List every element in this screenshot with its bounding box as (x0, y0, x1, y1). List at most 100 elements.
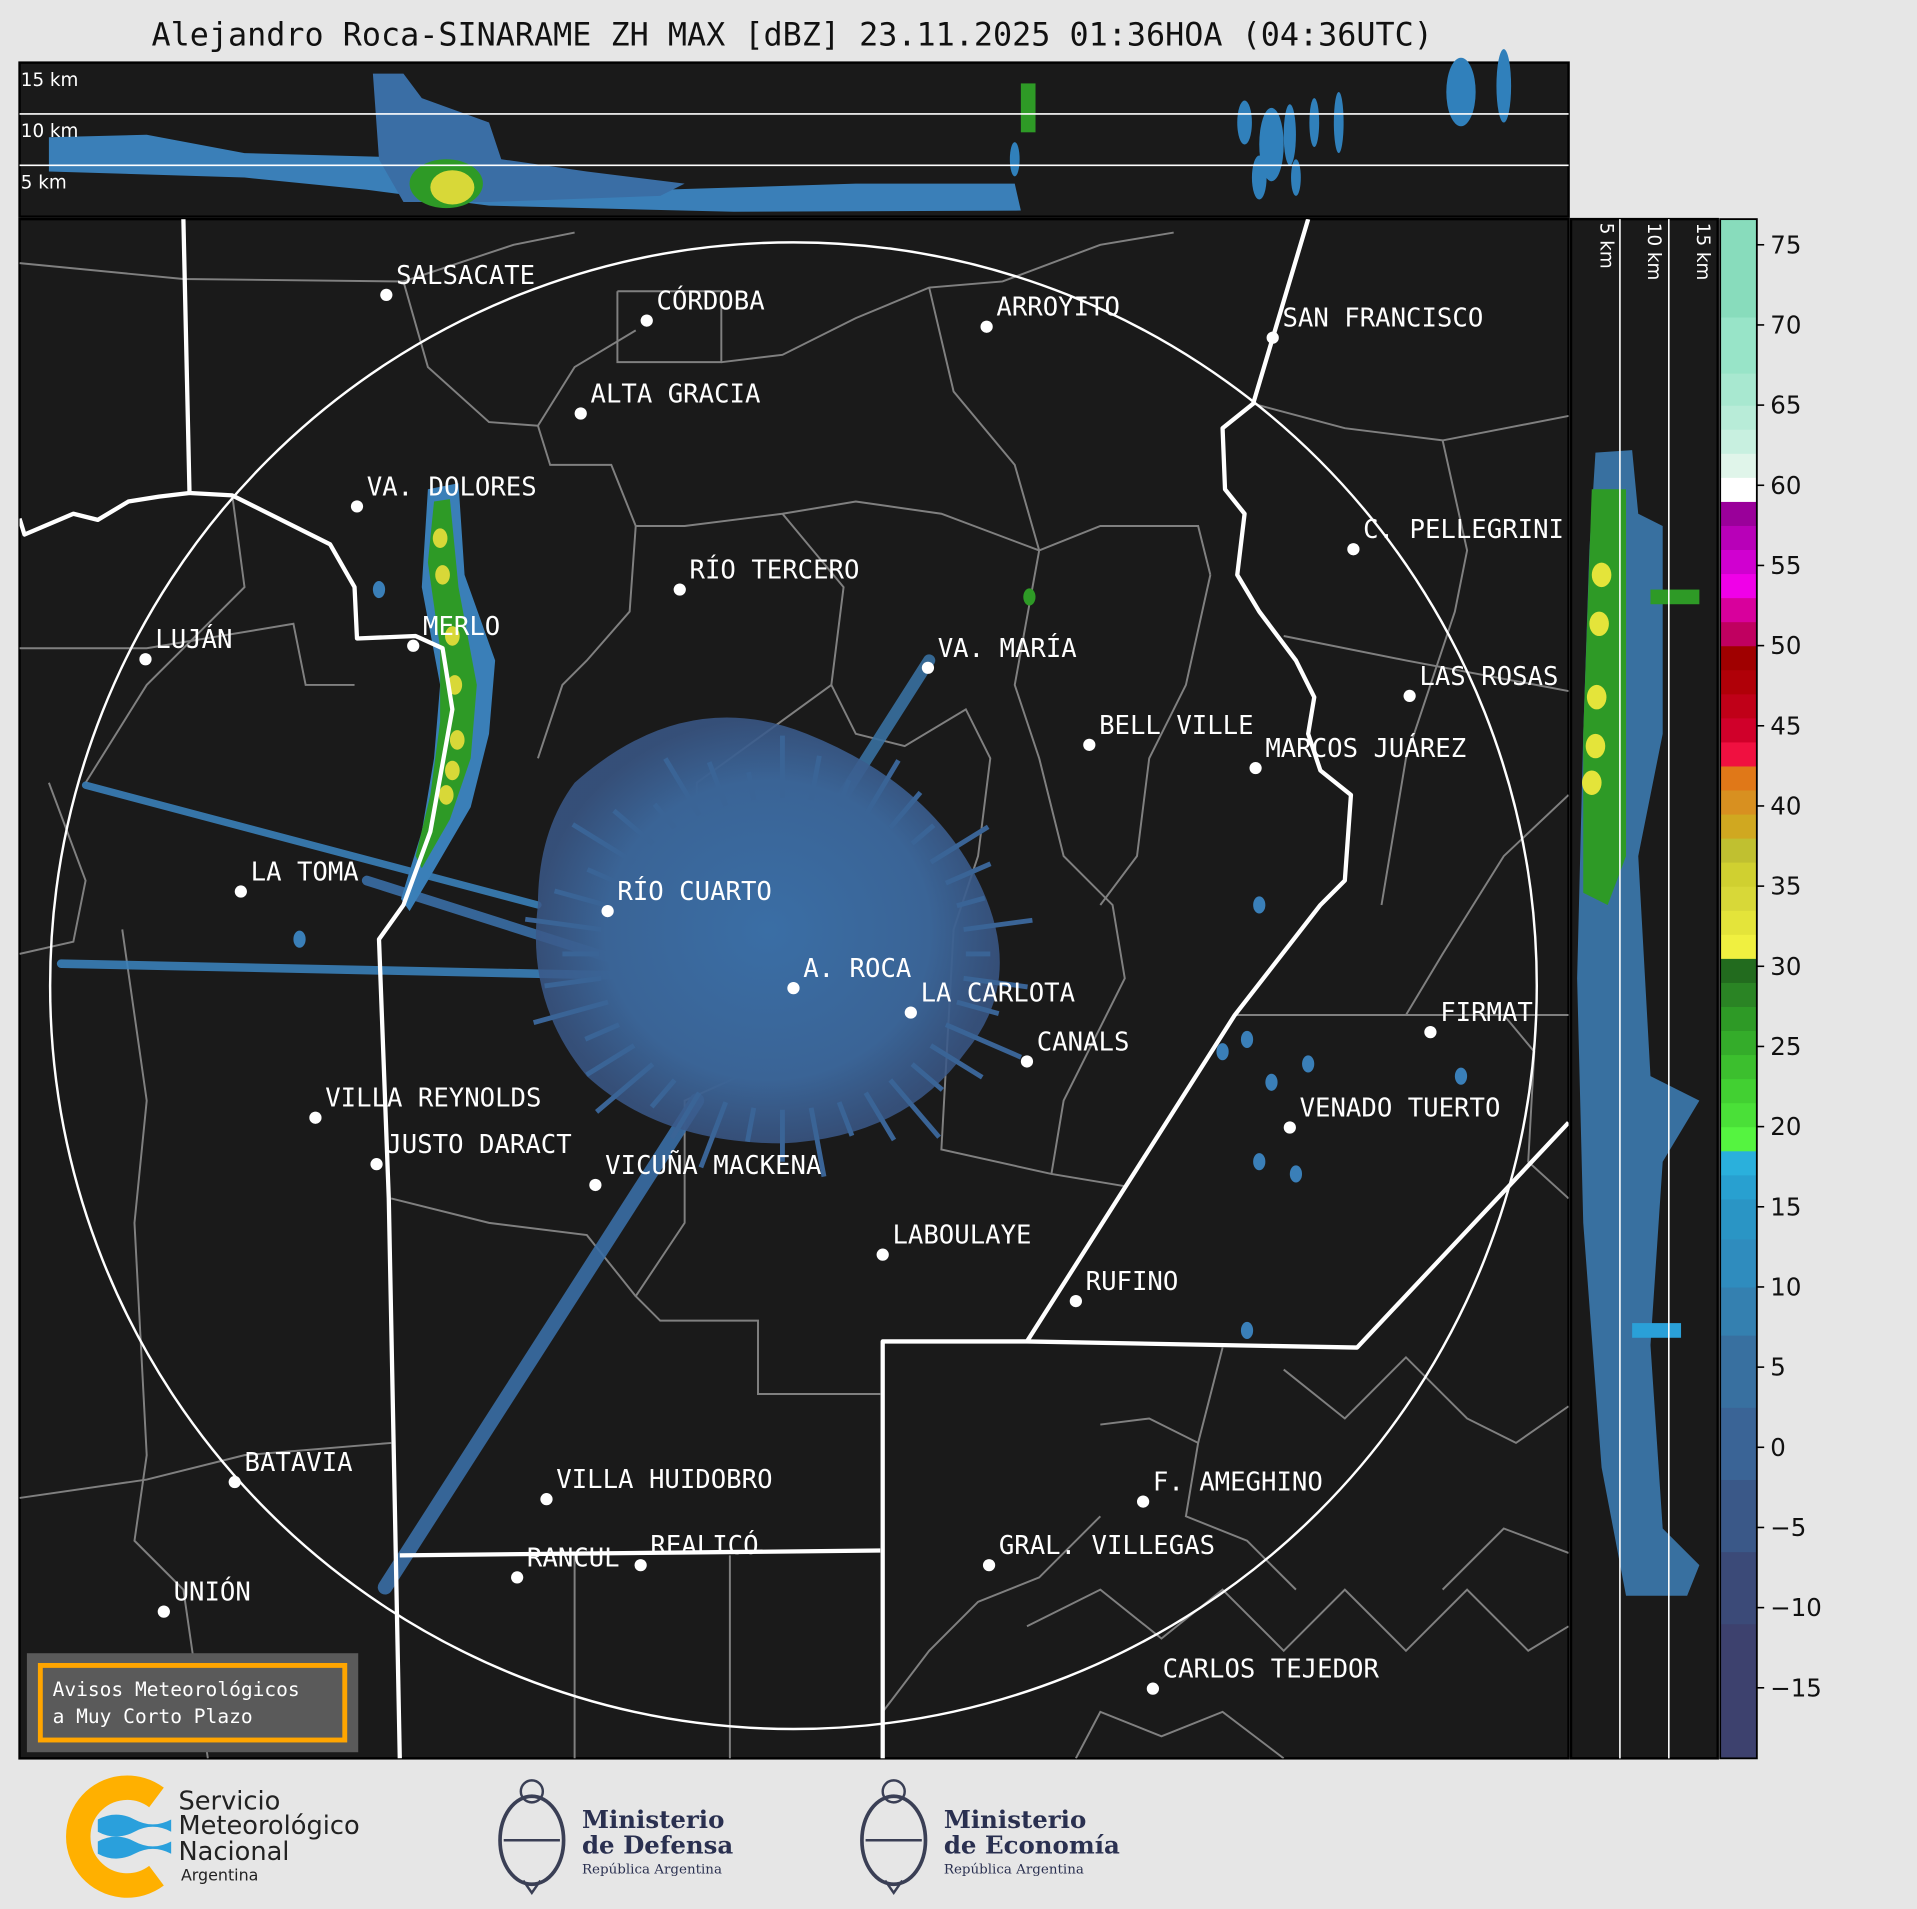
echo-cell (1289, 1165, 1303, 1183)
smn-ring-icon (66, 1775, 164, 1898)
department-border (881, 1515, 1102, 1713)
colorbar-tick-label: 40 (1770, 792, 1801, 821)
echo-fringe (584, 1022, 621, 1042)
top-echo-cell (1020, 83, 1036, 133)
side-echo-high (1586, 684, 1607, 710)
colorbar-band (1720, 1479, 1757, 1553)
city-label: BELL VILLE (1099, 711, 1253, 741)
city-marker: BATAVIA (228, 1448, 353, 1489)
side-echo-layer (1577, 450, 1700, 1596)
smn-line-2: Meteorológico (178, 1811, 359, 1841)
colorbar-band (1720, 934, 1757, 959)
city-label: C. PELLEGRINI (1363, 515, 1564, 545)
top-echo-high (430, 170, 475, 205)
side-echo-high (1591, 562, 1612, 588)
colorbar-tick-label: 50 (1770, 631, 1801, 660)
department-border (1099, 574, 1212, 906)
colorbar-band (1720, 621, 1757, 647)
colorbar-band (1720, 597, 1757, 623)
city-label: VILLA REYNOLDS (325, 1084, 541, 1114)
city-dot-icon (370, 1158, 383, 1171)
echo-fringe (544, 975, 602, 989)
top-echo-cell (1496, 49, 1512, 123)
city-label: RÍO TERCERO (690, 554, 860, 586)
echo-fringe (944, 861, 992, 886)
range-ring (48, 241, 1539, 1731)
colorbar-band (1720, 717, 1757, 743)
city-dot-icon (1347, 543, 1360, 556)
warning-line-2: a Muy Corto Plazo (53, 1705, 253, 1728)
colorbar-band (1720, 669, 1757, 695)
echo-fringe (553, 888, 609, 909)
echo-fringe (808, 1107, 827, 1178)
city-marker: ALTA GRACIA (574, 380, 760, 420)
city-marker: SAN FRANCISCO (1266, 304, 1483, 344)
echo-high-cell (449, 730, 465, 750)
echo-fringe (594, 1062, 655, 1114)
height-label-15km: 15 km (21, 70, 79, 91)
echo-fringe (649, 1078, 677, 1109)
echo-core (535, 717, 1000, 1144)
colorbar-tick-label: −5 (1770, 1513, 1806, 1542)
colorbar-band (1720, 1150, 1757, 1176)
city-marker: VA. DOLORES (350, 472, 537, 513)
colorbar-band (1720, 477, 1757, 502)
warning-box[interactable]: Avisos Meteorológicos a Muy Corto Plazo (26, 1653, 359, 1753)
echo-fringe (963, 917, 1033, 932)
echo-fringe (836, 779, 852, 807)
city-label: VA. MARÍA (938, 632, 1077, 664)
echo-fringe (963, 975, 1028, 990)
map-panel[interactable]: SALSACATE CÓRDOBA ARROYITO SAN FRANCISCO ALT… (18, 217, 1570, 1760)
logo-smn: Servicio Meteorológico Nacional Argentin… (66, 1775, 360, 1898)
smn-line-4: Argentina (181, 1866, 258, 1885)
city-label: FIRMAT (1440, 998, 1533, 1028)
city-dot-icon (921, 661, 935, 674)
city-dot-icon (540, 1493, 553, 1506)
city-label: GRAL. VILLEGAS (999, 1531, 1215, 1561)
echo-fringe (808, 755, 822, 801)
top-echo-cell (1291, 159, 1301, 196)
colorbar-tick-label: 10 (1770, 1273, 1801, 1302)
department-border (19, 1441, 392, 1499)
department-borders (19, 231, 1569, 1759)
side-cross-section-panel: 5 km 10 km 15 km (1569, 217, 1719, 1760)
colorbar-tick-label: 15 (1770, 1192, 1801, 1221)
city-label: VILLA HUIDOBRO (556, 1465, 772, 1495)
colorbar-band (1720, 982, 1757, 1007)
echo-cell (1454, 1067, 1468, 1085)
city-label: LA CARLOTA (921, 979, 1075, 1009)
city-marker: A. ROCA (787, 954, 911, 995)
smn-line-1: Servicio (178, 1787, 280, 1817)
echo-cell (293, 930, 306, 948)
colorbar-band (1720, 910, 1757, 935)
colorbar-band (1720, 789, 1757, 815)
city-dot-icon (1069, 1294, 1082, 1308)
echo-fringe (944, 1022, 1022, 1060)
figure-title: Alejandro Roca-SINARAME ZH MAX [dBZ] 23.… (152, 18, 1433, 54)
coat-of-arms-icon (498, 1779, 566, 1895)
echo-fringe (612, 808, 655, 846)
colorbar-band (1720, 453, 1757, 478)
province-borders (19, 219, 1569, 1759)
city-marker: LA TOMA (234, 858, 359, 898)
city-dot-icon (1136, 1495, 1150, 1508)
top-echo-cell (1309, 98, 1320, 147)
colorbar-tick-label: 25 (1770, 1032, 1801, 1061)
department-border (1013, 550, 1126, 1175)
colorbar-band (1720, 958, 1757, 983)
city-dot-icon (309, 1111, 322, 1124)
city-label: CANALS (1037, 1027, 1130, 1057)
city-dot-icon (407, 639, 420, 652)
city-dot-icon (1249, 761, 1262, 775)
colorbar-band (1720, 316, 1757, 374)
echo-high-cell (445, 760, 460, 781)
province-border (880, 1121, 1569, 1759)
echo-fringe (863, 1091, 897, 1142)
city-label: VICUÑA MACKENA (605, 1149, 821, 1181)
colorbar-band (1720, 765, 1757, 791)
city-label: SAN FRANCISCO (1282, 304, 1483, 334)
city-label: LAS ROSAS (1419, 662, 1558, 692)
city-label: CÓRDOBA (657, 285, 765, 317)
